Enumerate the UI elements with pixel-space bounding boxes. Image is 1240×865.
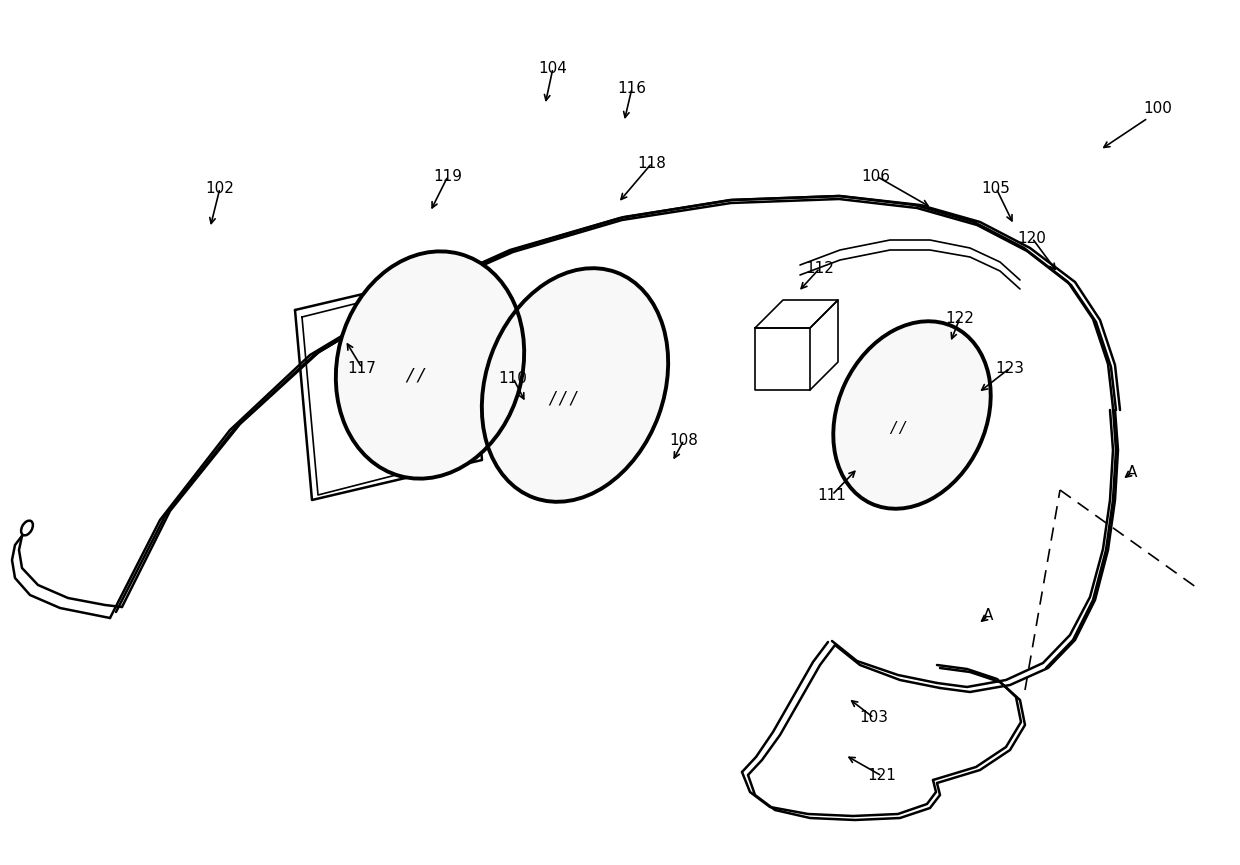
Ellipse shape (833, 321, 991, 509)
Text: 111: 111 (817, 488, 847, 503)
Text: / /: / / (890, 420, 905, 435)
Text: / / /: / / / (549, 389, 577, 407)
Text: A: A (1127, 465, 1137, 479)
Text: 118: 118 (637, 156, 666, 170)
Text: A: A (983, 608, 993, 624)
Text: 112: 112 (806, 260, 835, 275)
Text: 102: 102 (206, 181, 234, 195)
Text: / /: / / (405, 366, 424, 384)
Text: 116: 116 (618, 80, 646, 95)
Text: 117: 117 (347, 361, 377, 375)
Text: 103: 103 (859, 710, 889, 726)
Ellipse shape (21, 521, 33, 535)
Text: 100: 100 (1143, 100, 1173, 116)
Ellipse shape (482, 268, 668, 502)
Text: 122: 122 (946, 311, 975, 325)
Text: 120: 120 (1018, 230, 1047, 246)
Ellipse shape (336, 252, 525, 478)
Text: 105: 105 (982, 181, 1011, 195)
Text: 119: 119 (434, 169, 463, 183)
Text: 108: 108 (670, 432, 698, 447)
Text: 121: 121 (868, 768, 897, 784)
Text: 110: 110 (498, 370, 527, 386)
Text: 106: 106 (862, 169, 890, 183)
Text: 123: 123 (996, 361, 1024, 375)
Text: 104: 104 (538, 61, 568, 75)
